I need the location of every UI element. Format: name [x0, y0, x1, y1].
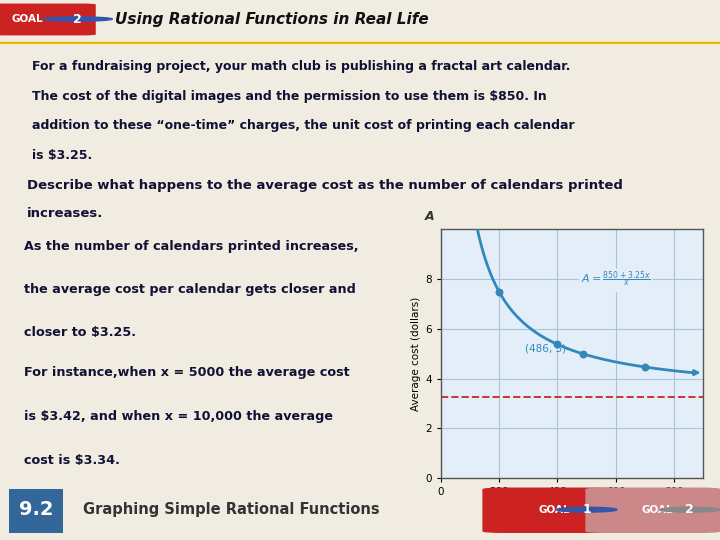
Text: is $3.25.: is $3.25. — [32, 149, 93, 162]
Text: A: A — [425, 210, 434, 222]
Text: As the number of calendars printed increases,: As the number of calendars printed incre… — [24, 240, 359, 253]
Text: 2: 2 — [685, 503, 694, 516]
Circle shape — [557, 507, 617, 512]
Text: Describe what happens to the average cost as the number of calendars printed: Describe what happens to the average cos… — [27, 179, 623, 192]
Y-axis label: Average cost (dollars): Average cost (dollars) — [411, 296, 420, 411]
Text: For instance,when x = 5000 the average cost: For instance,when x = 5000 the average c… — [24, 366, 350, 380]
Text: 2: 2 — [73, 12, 82, 25]
Text: closer to $3.25.: closer to $3.25. — [24, 326, 136, 339]
Text: GOAL: GOAL — [642, 505, 673, 515]
Point — [577, 349, 588, 358]
Text: x: x — [703, 490, 711, 503]
Text: addition to these “one-time” charges, the unit cost of printing each calendar: addition to these “one-time” charges, th… — [32, 119, 575, 132]
FancyBboxPatch shape — [585, 488, 720, 533]
Circle shape — [660, 507, 720, 512]
Text: GOAL: GOAL — [539, 505, 570, 515]
Text: $\mathit{A} = \frac{850 + 3.25x}{x}$: $\mathit{A} = \frac{850 + 3.25x}{x}$ — [581, 270, 651, 291]
Text: Graphing Simple Rational Functions: Graphing Simple Rational Functions — [83, 502, 379, 517]
Text: GOAL: GOAL — [12, 14, 43, 24]
Text: 1: 1 — [582, 503, 591, 516]
Text: Using Rational Functions in Real Life: Using Rational Functions in Real Life — [115, 11, 429, 26]
Text: the average cost per calendar gets closer and: the average cost per calendar gets close… — [24, 283, 356, 296]
Text: increases.: increases. — [27, 207, 104, 220]
FancyBboxPatch shape — [0, 4, 96, 36]
Point — [639, 363, 651, 372]
Circle shape — [43, 17, 112, 21]
Text: The cost of the digital images and the permission to use them is $850. In: The cost of the digital images and the p… — [32, 90, 547, 103]
Point — [493, 287, 505, 296]
FancyBboxPatch shape — [9, 489, 63, 533]
X-axis label: Number printed: Number printed — [523, 501, 621, 511]
Text: cost is $3.34.: cost is $3.34. — [24, 454, 120, 467]
Point — [464, 181, 476, 190]
Text: 9.2: 9.2 — [19, 500, 53, 519]
Text: is $3.42, and when x = 10,000 the average: is $3.42, and when x = 10,000 the averag… — [24, 410, 333, 423]
Text: (486, 5): (486, 5) — [526, 343, 567, 353]
Text: For a fundraising project, your math club is publishing a fractal art calendar.: For a fundraising project, your math clu… — [32, 60, 571, 73]
FancyBboxPatch shape — [482, 488, 618, 533]
Point — [552, 340, 563, 349]
